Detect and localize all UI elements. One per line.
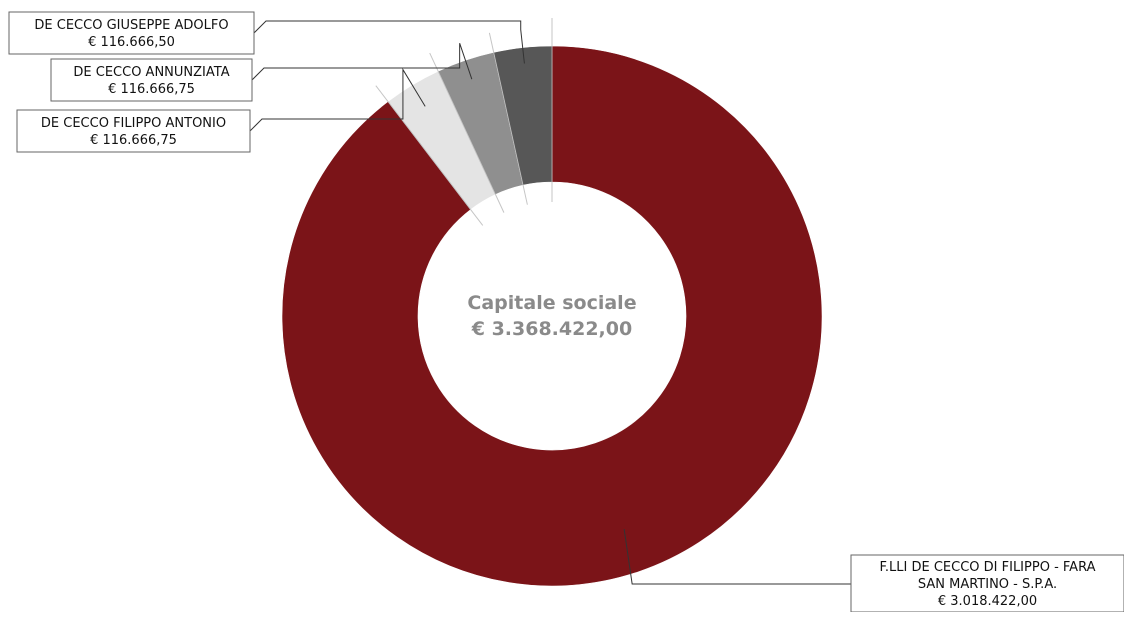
slice-name-label-3: DE CECCO ANNUNZIATA: [73, 65, 229, 80]
slice-name-label-4: DE CECCO GIUSEPPE ADOLFO: [34, 18, 228, 33]
label-box-2: [16, 109, 251, 153]
center-title: Capitale sociale: [467, 292, 636, 314]
label-connector-1: [623, 529, 851, 585]
slice-value-label-3: € 116.666,75: [108, 82, 195, 97]
boundary-guide-2: [429, 52, 505, 213]
boundary-guide-3: [488, 32, 528, 205]
label-box-4: [8, 11, 255, 55]
labels-layer: F.LLI DE CECCO DI FILIPPO - FARA SAN MART…: [8, 11, 1124, 613]
slices-layer: [281, 45, 823, 587]
slice-name-label-1: F.LLI DE CECCO DI FILIPPO - FARA: [880, 560, 1096, 575]
label-connector-3: [251, 43, 473, 81]
label-box-3: [50, 58, 253, 102]
slice-name-label-1: SAN MARTINO - S.P.A.: [918, 577, 1057, 592]
slice-value-label-1: € 3.018.422,00: [938, 594, 1037, 609]
slice-value-label-4: € 116.666,50: [88, 35, 175, 50]
slice-name-label-2: DE CECCO FILIPPO ANTONIO: [41, 116, 226, 131]
center-value: € 3.368.422,00: [471, 318, 632, 340]
boundary-guide-1: [375, 85, 484, 226]
label-connector-4: [253, 20, 525, 64]
slice-1: [281, 45, 823, 587]
guides-layer: [249, 18, 851, 585]
label-connector-2: [249, 67, 426, 132]
slice-value-label-2: € 116.666,75: [90, 133, 177, 148]
label-box-1: [850, 554, 1124, 613]
